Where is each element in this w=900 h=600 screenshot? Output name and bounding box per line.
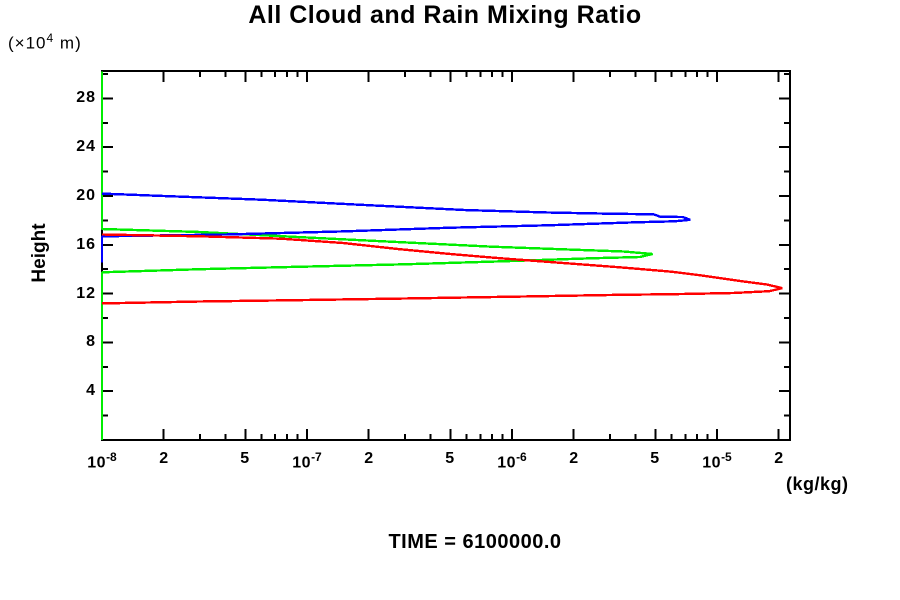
chart-title: All Cloud and Rain Mixing Ratio xyxy=(248,1,642,29)
red-curve xyxy=(101,233,783,305)
y-tick-label: 28 xyxy=(76,89,96,106)
x-tick-label: 10-8 xyxy=(87,450,117,472)
x-tick-label: 2 xyxy=(159,450,169,467)
y-tick-label: 12 xyxy=(76,285,96,302)
x-axis-unit-label: (kg/kg) xyxy=(786,474,849,494)
blue-curve xyxy=(100,192,691,263)
time-caption: TIME = 6100000.0 xyxy=(388,531,562,553)
x-tick-label: 2 xyxy=(774,450,784,467)
x-tick-label: 5 xyxy=(445,450,455,467)
y-tick-label: 16 xyxy=(76,236,96,253)
x-tick-label: 10-6 xyxy=(497,450,527,472)
y-tick-label: 8 xyxy=(86,333,96,350)
x-tick-label: 5 xyxy=(650,450,660,467)
y-tick-label: 4 xyxy=(86,382,96,399)
plot-frame xyxy=(101,70,791,441)
x-tick-label: 2 xyxy=(364,450,374,467)
y-tick-label: 20 xyxy=(76,187,96,204)
x-tick-label: 2 xyxy=(569,450,579,467)
x-tick-label: 10-5 xyxy=(702,450,732,472)
x-tick-label: 5 xyxy=(240,450,250,467)
x-tick-label: 10-7 xyxy=(292,450,322,472)
y-axis-unit-label: (×104 m) xyxy=(8,31,82,53)
green-curve xyxy=(100,71,653,440)
y-tick-label: 24 xyxy=(76,138,96,155)
